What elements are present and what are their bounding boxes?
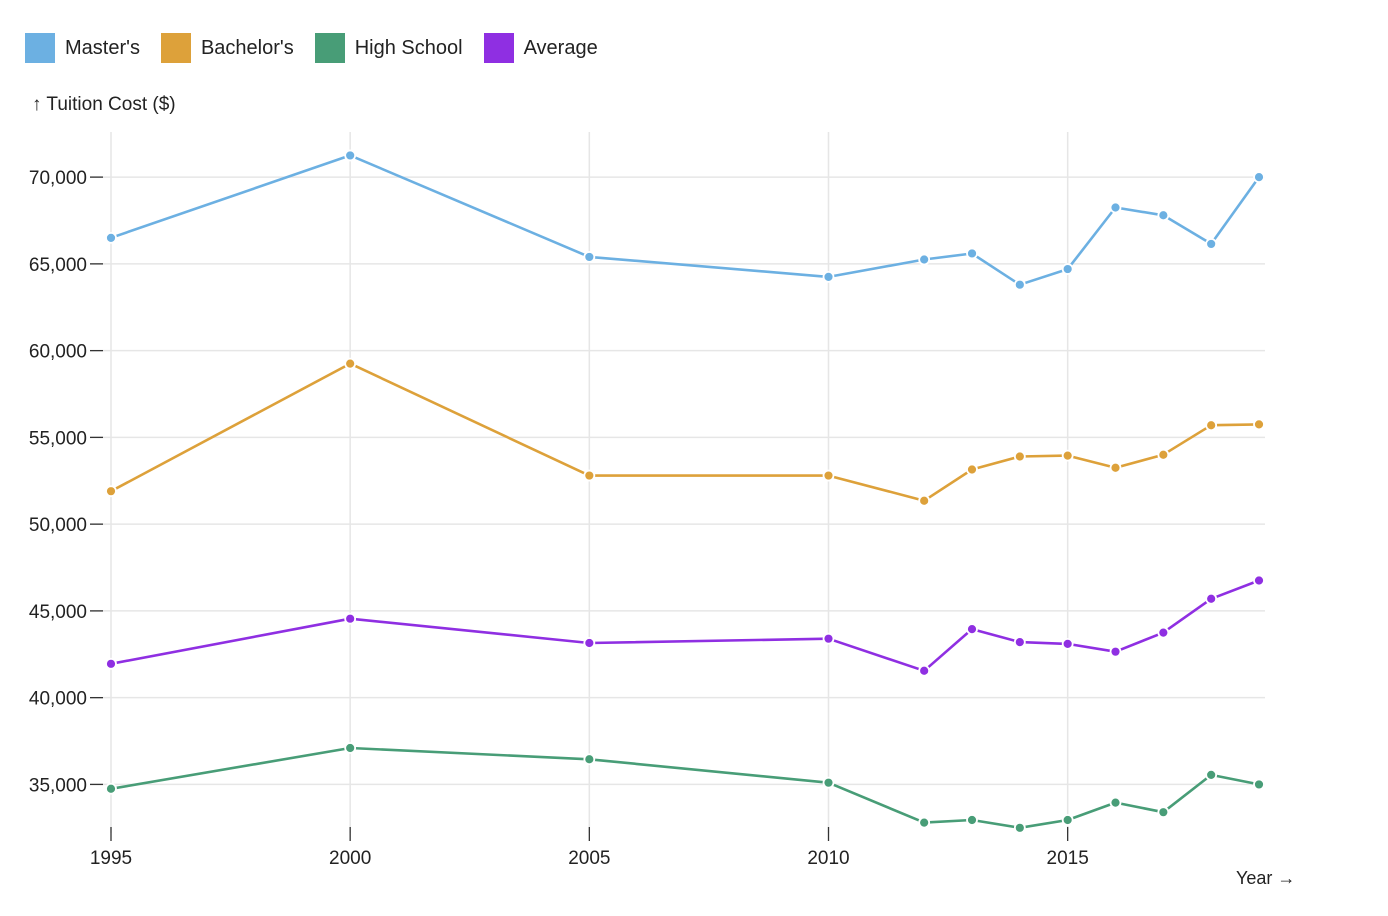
x-tick-label: 2015 xyxy=(1047,848,1089,869)
series-line-master-s xyxy=(109,154,1261,287)
data-point-master-s xyxy=(105,231,117,244)
data-point-high-school xyxy=(1157,806,1170,819)
data-point-high-school xyxy=(822,776,835,789)
data-point-bachelor-s xyxy=(1013,450,1026,463)
data-point-average xyxy=(1157,626,1170,639)
data-point-bachelor-s xyxy=(1205,419,1218,432)
data-point-average xyxy=(822,632,835,645)
y-tick-label: 35,000 xyxy=(29,775,87,796)
y-axis-title: ↑ Tuition Cost ($) xyxy=(32,94,176,115)
data-point-average xyxy=(583,637,596,649)
legend-label-masters: Master's xyxy=(65,36,140,59)
data-point-master-s xyxy=(583,251,596,263)
data-point-master-s xyxy=(1205,238,1218,250)
y-tick-label: 55,000 xyxy=(29,428,87,449)
data-point-high-school xyxy=(1253,778,1265,791)
data-point-master-s xyxy=(1109,201,1122,214)
data-point-high-school xyxy=(1205,768,1218,781)
x-tick-label: 1995 xyxy=(90,848,132,869)
data-point-average xyxy=(1013,636,1026,649)
legend-swatch-bachelors xyxy=(160,33,191,63)
legend-swatch-average xyxy=(483,33,514,63)
data-point-average xyxy=(105,657,117,670)
data-point-master-s xyxy=(1157,209,1170,222)
data-point-high-school xyxy=(583,753,596,766)
data-point-bachelor-s xyxy=(918,494,931,507)
data-point-master-s xyxy=(1013,278,1026,291)
legend-label-bachelors: Bachelor's xyxy=(200,36,294,59)
y-tick-label: 65,000 xyxy=(29,255,87,276)
x-tick-label: 2000 xyxy=(329,848,371,869)
data-point-master-s xyxy=(344,149,357,162)
legend-item-high-school: High School xyxy=(314,33,463,63)
data-point-high-school xyxy=(1013,821,1026,834)
x-tick-label: 2010 xyxy=(807,848,849,869)
legend-label-average: Average xyxy=(523,36,598,59)
data-point-average xyxy=(918,664,931,677)
data-point-average xyxy=(1253,574,1265,587)
legend-item-masters: Master's xyxy=(25,33,140,63)
legend-swatch-masters xyxy=(25,33,55,63)
y-tick-label: 45,000 xyxy=(29,602,87,623)
y-tick-label: 70,000 xyxy=(29,168,87,189)
series-line-average xyxy=(109,579,1261,673)
data-point-bachelor-s xyxy=(1253,418,1265,431)
data-point-bachelor-s xyxy=(1061,449,1074,462)
series-line-bachelor-s xyxy=(109,362,1261,503)
y-tick-label: 50,000 xyxy=(29,515,87,536)
legend-swatch-high-school xyxy=(314,33,345,63)
data-point-bachelor-s xyxy=(344,357,357,370)
series-line-high-school xyxy=(109,746,1261,830)
data-point-bachelor-s xyxy=(105,485,117,498)
data-point-bachelor-s xyxy=(1109,461,1122,474)
data-point-average xyxy=(1061,637,1074,650)
data-point-high-school xyxy=(966,814,978,826)
data-point-average xyxy=(1109,645,1122,658)
data-point-master-s xyxy=(1253,171,1265,184)
data-point-master-s xyxy=(1061,263,1074,275)
legend-item-bachelors: Bachelor's xyxy=(160,33,294,63)
x-axis-title: Year → xyxy=(1236,868,1296,888)
data-point-master-s xyxy=(918,253,931,266)
y-tick-label: 60,000 xyxy=(29,342,87,363)
data-point-average xyxy=(344,612,357,625)
data-point-high-school xyxy=(918,816,931,829)
legend-label-high-school: High School xyxy=(354,36,463,59)
data-point-bachelor-s xyxy=(1157,448,1170,461)
data-point-high-school xyxy=(105,782,117,795)
data-point-high-school xyxy=(344,742,357,754)
data-point-high-school xyxy=(1109,796,1122,809)
chart-legend: Master's Bachelor's High School Average xyxy=(25,33,619,63)
legend-item-average: Average xyxy=(483,33,598,63)
data-point-bachelor-s xyxy=(583,469,596,482)
data-point-average xyxy=(966,623,978,636)
data-point-bachelor-s xyxy=(966,463,978,476)
data-point-bachelor-s xyxy=(822,469,835,482)
data-point-high-school xyxy=(1061,814,1074,826)
x-tick-label: 2005 xyxy=(568,848,610,869)
data-point-average xyxy=(1205,592,1218,605)
data-point-master-s xyxy=(966,247,978,260)
y-tick-label: 40,000 xyxy=(29,689,87,710)
data-point-master-s xyxy=(822,270,835,283)
